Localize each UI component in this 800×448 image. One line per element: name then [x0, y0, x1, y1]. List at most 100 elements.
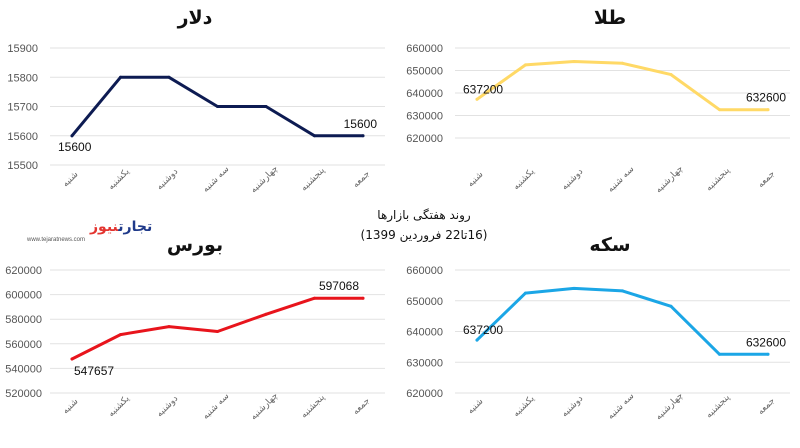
chart-panel-3: سکه 620000 630000 640000 650000 660000 شنبه یکش…: [406, 234, 790, 422]
data-point: [361, 134, 365, 138]
y-tick-label: 650000: [406, 296, 443, 308]
data-point: [524, 63, 527, 67]
y-tick-label: 650000: [406, 66, 443, 78]
caption-line-1: روند هفتگی بازارها: [377, 208, 471, 223]
x-tick-label: پنجشنبه: [704, 392, 732, 420]
svg-text:تجارتنیوز: تجارتنیوز: [89, 219, 152, 235]
data-point: [475, 338, 479, 342]
x-tick-label: جمعه: [756, 169, 777, 190]
y-tick-label: 620000: [406, 388, 443, 400]
x-tick-label: شنبه: [466, 397, 486, 417]
data-point: [70, 134, 74, 138]
data-point: [264, 105, 268, 108]
y-tick-label: 520000: [5, 388, 42, 400]
x-tick-label: شنبه: [466, 170, 486, 190]
x-tick-label: دوشنبه: [155, 167, 181, 193]
caption-box: روند هفتگی بازارها (16تا22 فروردین 1399): [360, 200, 490, 248]
data-label: 547657: [74, 364, 114, 378]
x-tick-label: یکشنبه: [106, 167, 132, 193]
x-tick-label: سه شنبه: [606, 391, 636, 421]
y-tick-label: 660000: [406, 43, 443, 55]
data-point: [313, 134, 316, 138]
data-point: [766, 352, 770, 356]
x-tick-label: یکشنبه: [511, 167, 537, 193]
data-point: [264, 312, 268, 316]
data-point: [718, 108, 721, 112]
series-line: [70, 296, 365, 361]
data-label: 637200: [463, 323, 503, 337]
data-label: 632600: [746, 91, 786, 105]
x-tick-label: چهارشنبه: [654, 164, 686, 196]
y-tick-label: 630000: [406, 357, 443, 369]
x-tick-label: چهارشنبه: [249, 164, 281, 196]
data-label: 597068: [319, 279, 359, 293]
logo-part-1: تجارت: [117, 219, 152, 235]
data-point: [119, 75, 122, 79]
y-tick-label: 630000: [406, 111, 443, 123]
x-tick-label: سه شنبه: [201, 164, 231, 194]
y-tick-label: 660000: [406, 265, 443, 277]
x-tick-label: دوشنبه: [560, 394, 586, 420]
y-tick-label: 640000: [406, 88, 443, 100]
x-tick-label: جمعه: [351, 396, 372, 417]
y-tick-label: 15700: [7, 102, 38, 114]
y-tick-label: 620000: [406, 133, 443, 145]
caption-line-2: (16تا22 فروردین 1399): [361, 228, 488, 243]
x-tick-label: پنجشنبه: [299, 392, 327, 420]
data-point: [167, 325, 171, 329]
data-point: [572, 286, 576, 290]
x-tick-label: سه شنبه: [201, 391, 231, 421]
x-tick-label: پنجشنبه: [704, 165, 732, 193]
x-tick-label: دوشنبه: [560, 167, 586, 193]
y-tick-label: 580000: [5, 314, 42, 326]
data-point: [524, 291, 527, 295]
chart-panel-2: بورس 520000 540000 560000 580000 600000 620000…: [5, 234, 385, 422]
data-point: [216, 330, 219, 333]
data-label: 15600: [344, 117, 378, 131]
data-point: [216, 105, 219, 108]
data-label: 637200: [463, 82, 503, 96]
data-label: 15600: [58, 140, 92, 154]
chart-panel-1: طلا 620000 630000 640000 650000 660000 شنبه یکش…: [406, 7, 790, 195]
data-point: [766, 108, 770, 112]
x-tick-label: یکشنبه: [106, 394, 132, 420]
x-tick-label: جمعه: [756, 396, 777, 417]
logo-url: www.tejaratnews.com: [26, 237, 85, 243]
y-tick-label: 15900: [7, 43, 38, 55]
x-tick-label: جمعه: [351, 169, 372, 190]
chart-title: دلار: [177, 7, 213, 29]
data-point: [718, 352, 721, 356]
data-point: [167, 75, 171, 79]
chart-title: بورس: [167, 234, 223, 256]
data-point: [70, 357, 74, 361]
x-tick-label: یکشنبه: [511, 394, 537, 420]
x-tick-label: پنجشنبه: [299, 165, 327, 193]
y-tick-label: 540000: [5, 363, 42, 375]
data-point: [669, 73, 673, 77]
data-point: [669, 304, 673, 308]
x-tick-label: چهارشنبه: [249, 391, 281, 423]
logo-part-2: نیوز: [89, 219, 119, 235]
x-tick-label: سه شنبه: [606, 164, 636, 194]
y-tick-label: 620000: [5, 265, 42, 277]
x-tick-label: دوشنبه: [155, 394, 181, 420]
y-tick-label: 15800: [7, 72, 38, 84]
series-line: [475, 60, 770, 112]
data-point: [313, 296, 316, 300]
data-label: 632600: [746, 335, 786, 349]
x-tick-label: شنبه: [61, 397, 81, 417]
logo: تجارتنیوز www.tejaratnews.com: [26, 219, 152, 243]
y-tick-label: 15500: [7, 160, 38, 172]
y-tick-label: 15600: [7, 131, 38, 143]
chart-title: سکه: [589, 234, 630, 256]
x-tick-label: چهارشنبه: [654, 391, 686, 423]
data-point: [572, 60, 576, 63]
data-point: [361, 296, 365, 300]
data-point: [475, 97, 479, 101]
y-tick-label: 600000: [5, 290, 42, 302]
series-line: [475, 286, 770, 356]
y-tick-label: 640000: [406, 327, 443, 339]
chart-panel-0: دلار 15500 15600 15700 15800 15900 شنبه یکشنبه د…: [7, 7, 385, 195]
x-tick-label: شنبه: [61, 170, 81, 190]
